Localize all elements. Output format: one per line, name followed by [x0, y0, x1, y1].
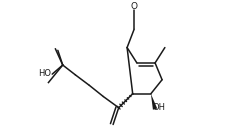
Text: O: O [131, 2, 138, 11]
Text: OH: OH [153, 102, 166, 112]
Polygon shape [151, 94, 157, 110]
Text: HO: HO [38, 69, 51, 78]
